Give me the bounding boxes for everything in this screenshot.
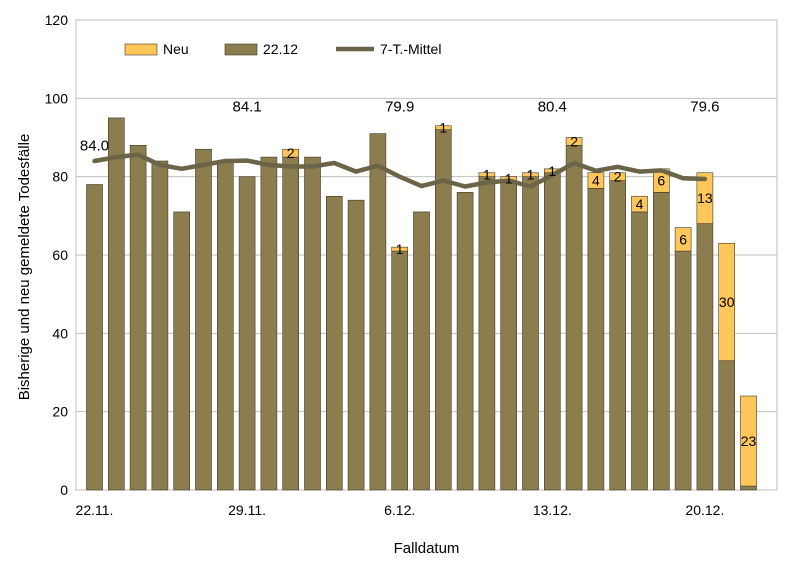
bar-neu: [434, 125, 452, 130]
segment-label: 1: [396, 241, 404, 257]
segment-label: 1: [505, 171, 513, 187]
bar-22-12: [325, 195, 343, 491]
bar-22-12: [718, 360, 736, 491]
mean-annotation: 84.1: [232, 98, 261, 115]
bar-22-12: [652, 192, 670, 491]
segment-label: 30: [719, 294, 735, 310]
legend-box: [112, 38, 492, 62]
segment-label: 1: [548, 163, 556, 179]
x-tick-label: 20.12.: [685, 502, 724, 518]
bar-22-12: [282, 156, 300, 491]
bar-22-12: [260, 156, 278, 491]
bar-22-12: [108, 117, 125, 491]
segment-label: 2: [287, 145, 295, 161]
segment-label: 6: [657, 173, 665, 189]
bar-22-12: [522, 176, 539, 491]
bar-neu: [609, 172, 627, 181]
segment-label: 1: [527, 167, 535, 183]
bar-22-12: [391, 250, 409, 491]
bar-22-12: [500, 180, 518, 491]
bar-22-12: [456, 192, 474, 491]
segment-label: 2: [570, 133, 578, 149]
bar-22-12: [413, 211, 430, 491]
bar-neu: [282, 148, 300, 158]
bar-neu: [478, 172, 496, 177]
bar-22-12: [543, 172, 561, 491]
bar-22-12: [478, 176, 496, 491]
bar-22-12: [631, 211, 648, 491]
bar-22-12: [696, 223, 714, 491]
segment-label: 1: [483, 167, 491, 183]
bar-22-12: [151, 160, 169, 491]
bar-neu: [391, 246, 409, 252]
bar-22-12: [86, 184, 103, 491]
moving-average-line: [92, 152, 708, 189]
segment-label: 23: [741, 433, 757, 449]
y-tick-label: 40: [52, 325, 68, 341]
bar-22-12: [304, 156, 321, 491]
bar-neu: [674, 227, 692, 252]
legend-label: 22.12: [263, 41, 298, 57]
segment-label: 13: [697, 190, 713, 206]
bar-22-12: [369, 133, 387, 491]
bar-22-12: [217, 160, 234, 491]
bar-neu: [631, 195, 648, 213]
bar-neu: [696, 172, 714, 224]
legend-label: 7-T.-Mittel: [380, 41, 441, 57]
y-tick-label: 120: [45, 12, 69, 28]
y-tick-label: 20: [52, 404, 68, 420]
segment-label: 1: [439, 120, 447, 136]
x-tick-label: 13.12.: [533, 502, 572, 518]
mean-annotation: 80.4: [538, 98, 567, 115]
mean-annotation: 79.6: [690, 98, 719, 115]
bar-neu: [565, 137, 583, 146]
bar-22-12: [609, 180, 627, 491]
segment-label: 2: [614, 169, 622, 185]
bar-22-12: [740, 485, 757, 491]
bar-22-12: [347, 199, 365, 491]
bar-22-12: [195, 148, 212, 491]
bar-neu: [718, 242, 736, 362]
legend-swatch-base: [224, 43, 258, 56]
segment-label: 4: [636, 196, 644, 212]
bar-22-12: [587, 188, 605, 491]
x-axis-title: Falldatum: [394, 540, 460, 557]
x-tick-label: 29.11.: [228, 502, 266, 518]
segment-label: 4: [592, 173, 600, 189]
mean-annotation: 84.0: [80, 138, 109, 155]
legend-swatch-neu: [124, 43, 158, 56]
mean-annotation: 79.9: [385, 98, 414, 115]
bar-22-12: [238, 176, 256, 491]
bar-22-12: [565, 145, 583, 491]
bar-neu: [740, 395, 757, 487]
y-axis-title: Bisherige und neu gemeldete Todesfälle: [16, 134, 33, 401]
segment-label: 6: [679, 231, 687, 247]
bar-neu: [522, 172, 539, 177]
y-tick-label: 80: [52, 169, 68, 185]
bar-22-12: [173, 211, 190, 491]
x-tick-label: 22.11.: [76, 502, 114, 518]
legend-label: Neu: [163, 41, 189, 57]
bar-22-12: [674, 250, 692, 491]
y-tick-label: 60: [52, 247, 68, 263]
x-tick-label: 6.12.: [384, 502, 415, 518]
bar-22-12: [129, 145, 147, 491]
y-tick-label: 100: [45, 90, 69, 106]
y-tick-label: 0: [60, 482, 68, 498]
